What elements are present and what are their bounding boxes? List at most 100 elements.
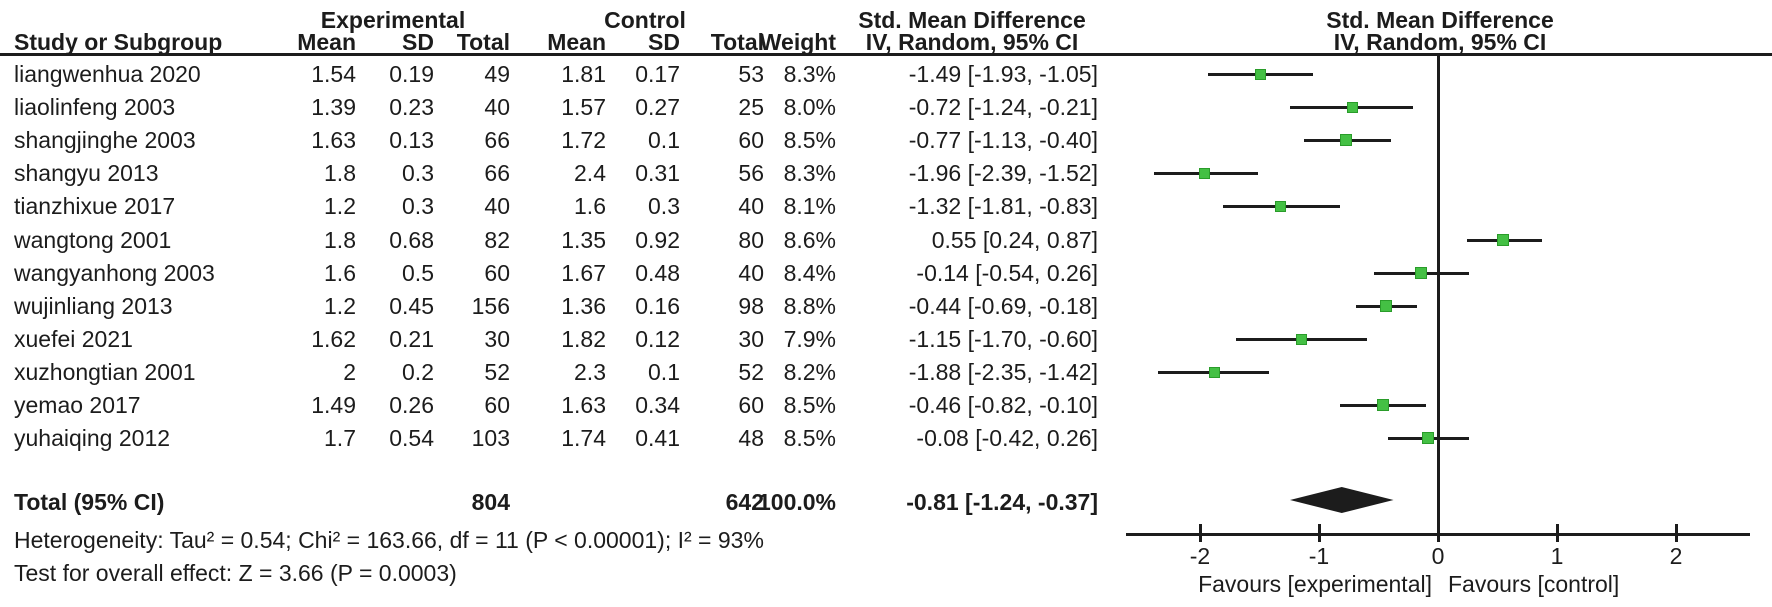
total-experimental-n: 804	[471, 489, 510, 515]
study-sd-e-cell: 0.19	[389, 61, 434, 87]
study-n-e-cell: 60	[484, 260, 510, 286]
col-header-sd-control: SD	[648, 29, 680, 55]
study-weight-cell: 8.6%	[783, 227, 836, 253]
study-mean-c-cell: 1.82	[561, 326, 606, 352]
study-n-e-cell: 52	[484, 359, 510, 385]
study-n-c-cell: 48	[738, 425, 764, 451]
overall-effect-text: Test for overall effect: Z = 3.66 (P = 0…	[14, 560, 457, 586]
study-weight-cell: 8.5%	[783, 425, 836, 451]
col-header-total-control: Total	[710, 29, 764, 55]
effect-marker	[1340, 134, 1352, 146]
group-header-experimental: Experimental	[320, 7, 466, 33]
axis-tick-label: 2	[1669, 543, 1683, 569]
study-sd-c-cell: 0.41	[635, 425, 680, 451]
study-sd-e-cell: 0.54	[389, 425, 434, 451]
study-name-cell: wangtong 2001	[14, 227, 172, 253]
col-header-total-experimental: Total	[456, 29, 510, 55]
study-mean-e-cell: 2	[343, 359, 356, 385]
effect-marker	[1497, 234, 1509, 246]
study-sd-c-cell: 0.48	[635, 260, 680, 286]
col-header-ci-plot: IV, Random, 95% CI	[1333, 29, 1547, 55]
study-mean-e-cell: 1.2	[324, 193, 356, 219]
axis-tick	[1556, 524, 1559, 542]
study-ci-text-cell: -1.88 [-2.35, -1.42]	[908, 359, 1098, 385]
study-mean-c-cell: 1.35	[561, 227, 606, 253]
study-sd-e-cell: 0.3	[402, 160, 434, 186]
axis-tick	[1318, 524, 1321, 542]
col-header-study: Study or Subgroup	[14, 29, 223, 55]
study-mean-e-cell: 1.8	[324, 160, 356, 186]
study-sd-c-cell: 0.92	[635, 227, 680, 253]
study-sd-e-cell: 0.5	[402, 260, 434, 286]
study-n-e-cell: 82	[484, 227, 510, 253]
study-sd-e-cell: 0.68	[389, 227, 434, 253]
study-ci-text-cell: -1.15 [-1.70, -0.60]	[908, 326, 1098, 352]
study-sd-e-cell: 0.26	[389, 392, 434, 418]
study-mean-e-cell: 1.62	[311, 326, 356, 352]
study-sd-c-cell: 0.3	[648, 193, 680, 219]
study-name-cell: wangyanhong 2003	[14, 260, 215, 286]
favours-control-label: Favours [control]	[1448, 571, 1620, 597]
col-header-mean-experimental: Mean	[297, 29, 356, 55]
study-n-e-cell: 40	[484, 193, 510, 219]
group-header-control: Control	[604, 7, 686, 33]
effect-marker	[1347, 101, 1358, 113]
study-mean-e-cell: 1.6	[324, 260, 356, 286]
effect-marker	[1255, 68, 1266, 80]
smd-plot-column-title: Std. Mean Difference	[1326, 7, 1554, 33]
study-sd-c-cell: 0.27	[635, 94, 680, 120]
effect-marker	[1380, 300, 1392, 312]
effect-marker	[1296, 333, 1307, 345]
effect-marker	[1209, 366, 1220, 378]
study-weight-cell: 8.3%	[783, 160, 836, 186]
study-mean-e-cell: 1.39	[311, 94, 356, 120]
study-sd-c-cell: 0.1	[648, 127, 680, 153]
study-n-c-cell: 30	[738, 326, 764, 352]
study-n-c-cell: 98	[738, 293, 764, 319]
study-weight-cell: 8.8%	[783, 293, 836, 319]
study-name-cell: liangwenhua 2020	[14, 61, 201, 87]
study-name-cell: tianzhixue 2017	[14, 193, 176, 219]
col-header-weight: Weight	[759, 29, 836, 55]
study-sd-c-cell: 0.34	[635, 392, 680, 418]
study-n-e-cell: 103	[471, 425, 510, 451]
study-mean-e-cell: 1.63	[311, 127, 356, 153]
study-mean-c-cell: 1.72	[561, 127, 606, 153]
study-ci-text-cell: -0.72 [-1.24, -0.21]	[908, 94, 1098, 120]
study-sd-c-cell: 0.17	[635, 61, 680, 87]
study-n-e-cell: 156	[471, 293, 510, 319]
total-ci-text: -0.81 [-1.24, -0.37]	[906, 489, 1098, 515]
study-n-c-cell: 53	[738, 61, 764, 87]
study-ci-text-cell: -1.96 [-2.39, -1.52]	[908, 160, 1098, 186]
heterogeneity-text: Heterogeneity: Tau² = 0.54; Chi² = 163.6…	[14, 527, 764, 553]
study-name-cell: xuzhongtian 2001	[14, 359, 196, 385]
study-mean-c-cell: 1.81	[561, 61, 606, 87]
smd-text-column-title: Std. Mean Difference	[858, 7, 1086, 33]
study-n-c-cell: 40	[738, 260, 764, 286]
study-name-cell: yuhaiqing 2012	[14, 425, 171, 451]
study-weight-cell: 7.9%	[783, 326, 836, 352]
study-sd-c-cell: 0.1	[648, 359, 680, 385]
zero-line	[1437, 54, 1440, 534]
effect-marker	[1275, 200, 1286, 212]
study-name-cell: xuefei 2021	[14, 326, 133, 352]
study-ci-text-cell: -0.14 [-0.54, 0.26]	[916, 260, 1098, 286]
study-mean-c-cell: 2.4	[574, 160, 606, 186]
study-weight-cell: 8.5%	[783, 127, 836, 153]
study-mean-c-cell: 1.63	[561, 392, 606, 418]
study-n-c-cell: 25	[738, 94, 764, 120]
study-sd-e-cell: 0.2	[402, 359, 434, 385]
study-weight-cell: 8.5%	[783, 392, 836, 418]
axis-tick	[1675, 524, 1678, 542]
study-ci-text-cell: -0.46 [-0.82, -0.10]	[908, 392, 1098, 418]
study-sd-c-cell: 0.31	[635, 160, 680, 186]
study-n-e-cell: 66	[484, 160, 510, 186]
study-weight-cell: 8.0%	[783, 94, 836, 120]
study-n-e-cell: 40	[484, 94, 510, 120]
total-control-n: 642	[725, 489, 764, 515]
study-n-e-cell: 66	[484, 127, 510, 153]
total-label: Total (95% CI)	[14, 489, 165, 515]
study-mean-e-cell: 1.8	[324, 227, 356, 253]
effect-marker	[1199, 167, 1210, 179]
